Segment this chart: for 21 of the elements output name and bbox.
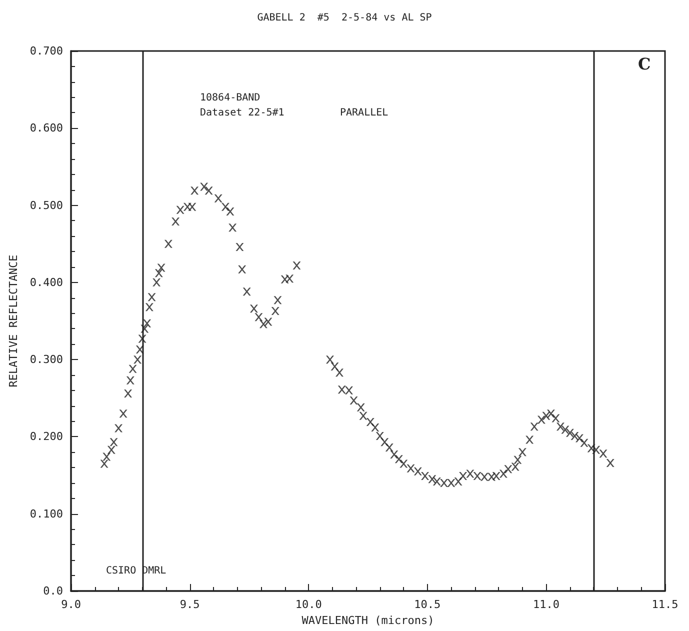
y-tick-label: 0.300 (30, 353, 64, 366)
y-tick-label: 0.500 (30, 198, 64, 212)
x-tick-label: 9.5 (180, 598, 200, 611)
y-tick-label: 0.0 (43, 584, 64, 598)
y-axis-title: RELATIVE REFLECTANCE (7, 254, 20, 388)
annotation: C (638, 54, 651, 74)
x-tick-label: 11.5 (652, 598, 678, 611)
y-tick-label: 0.400 (30, 276, 64, 289)
x-axis-title: WAVELENGTH (microns) (302, 614, 434, 627)
annotation: PARALLEL (340, 108, 388, 118)
y-tick-label: 0.600 (30, 122, 64, 135)
x-tick-label: 9.0 (61, 598, 81, 611)
y-tick-label: 0.100 (30, 507, 64, 520)
annotation: 10864-BAND (200, 92, 260, 104)
x-tick-label: 10.5 (414, 598, 441, 611)
y-tick-label: 0.200 (30, 430, 64, 444)
annotation: Dataset 22-5#1 (200, 108, 284, 118)
y-tick-label: 0.700 (30, 44, 64, 58)
chart-title: GABELL 2 #5 2-5-84 vs AL SP (257, 12, 432, 24)
x-tick-label: 10.0 (295, 598, 322, 611)
x-tick-label: 11.0 (532, 598, 560, 611)
